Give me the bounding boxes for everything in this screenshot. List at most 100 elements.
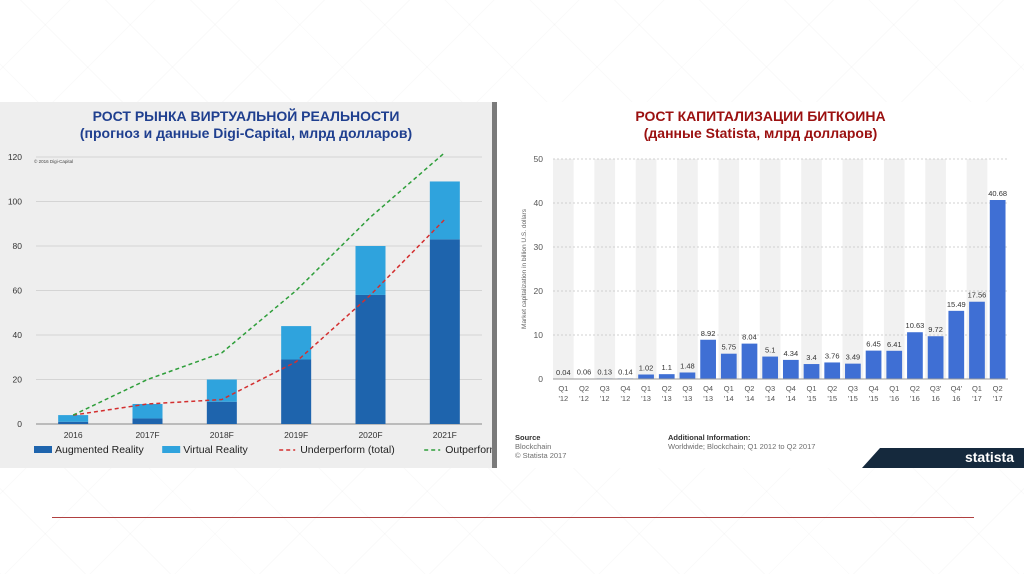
btc-column-band: [842, 159, 864, 379]
btc-data-label: 8.04: [742, 333, 757, 342]
btc-data-label: 4.34: [784, 349, 799, 358]
vr-bar: [429, 181, 460, 240]
btc-data-label: 40.68: [988, 189, 1007, 198]
btc-chart-title: РОСТ КАПИТАЛИЗАЦИИ БИТКОИНА: [635, 108, 886, 124]
btc-x-tick-label-year: '12: [579, 394, 589, 403]
btc-data-label: 17.56: [968, 291, 987, 300]
btc-data-label: 0.04: [556, 368, 571, 377]
btc-data-label: 1.02: [639, 364, 654, 373]
btc-bar: [803, 364, 820, 379]
source-head: Source: [515, 433, 541, 442]
btc-bar: [989, 200, 1006, 379]
btc-bar: [969, 301, 985, 379]
vr-bar: [281, 359, 312, 424]
btc-data-label: 3.76: [825, 351, 840, 360]
vr-y-tick-label: 40: [13, 330, 23, 340]
btc-data-label: 8.92: [701, 329, 716, 338]
vr-y-tick-label: 60: [13, 286, 23, 296]
btc-x-tick-label-year: '12: [558, 394, 568, 403]
btc-x-tick-label: Q3': [930, 384, 942, 393]
vr-bar: [132, 418, 163, 424]
btc-bar: [948, 310, 965, 379]
vr-bar: [58, 421, 89, 424]
btc-bar: [679, 372, 696, 379]
additional-info-head: Additional Information:: [668, 433, 751, 442]
vr-y-tick-label: 100: [8, 197, 22, 207]
btc-x-tick-label-year: '15: [848, 394, 858, 403]
vr-chart-svg: 0 20 40 60 80 100 120 © 2016 Digi-Capital 2016 20…: [8, 151, 492, 456]
btc-bar: [782, 359, 799, 379]
vr-legend-label: Augmented Reality: [55, 444, 144, 456]
btc-x-tick-label-year: '13: [662, 394, 672, 403]
btc-x-tick-label: Q1: [972, 384, 982, 393]
additional-info-line: Worldwide; Blockchain; Q1 2012 to Q2 201…: [668, 442, 816, 451]
vr-y-tick-label: 80: [13, 241, 23, 251]
btc-bar: [886, 350, 903, 379]
btc-x-tick-label: Q4: [703, 384, 713, 393]
btc-column-band: [718, 159, 740, 379]
source-line: © Statista 2017: [515, 451, 567, 460]
vr-series-line: [72, 151, 446, 416]
btc-x-tick-label-year: 16: [931, 394, 939, 403]
vr-x-tick-label: 2016: [64, 430, 83, 440]
vr-legend-swatch: [34, 446, 52, 453]
btc-x-tick-label: Q3: [848, 384, 858, 393]
btc-x-tick-label: Q2: [744, 384, 754, 393]
btc-y-axis-label: Market capitalization in billion U.S. do…: [521, 208, 528, 329]
btc-column-band: [553, 159, 574, 379]
btc-chart-svg: 0 10 20 30 40 50 Market capitalization in bill…: [521, 154, 1008, 403]
vr-copyright-note: © 2016 Digi-Capital: [34, 158, 73, 164]
vr-legend-label: Underperform (total): [300, 444, 395, 456]
vr-bar: [355, 294, 386, 424]
btc-data-label: 9.72: [928, 325, 943, 334]
btc-x-tick-label: Q3: [682, 384, 692, 393]
btc-x-tick-label-year: '15: [869, 394, 879, 403]
vr-y-tick-label: 120: [8, 152, 22, 162]
btc-chart-subtitle: (данные Statista, млрд долларов): [643, 125, 878, 141]
vr-series-line: [73, 218, 446, 416]
btc-data-label: 1.48: [680, 361, 695, 370]
vr-bar: [58, 415, 89, 422]
btc-x-tick-label: Q4: [869, 384, 879, 393]
btc-x-tick-label: Q3: [765, 384, 775, 393]
vr-x-tick-label: 2019F: [284, 430, 308, 440]
btc-y-tick-label: 40: [534, 198, 544, 208]
btc-column-band: [635, 159, 657, 379]
bitcoin-chart-panel: РОСТ КАПИТАЛИЗАЦИИ БИТКОИНА (данные Stat…: [497, 102, 1024, 468]
btc-bar: [907, 332, 923, 379]
btc-data-label: 6.45: [866, 340, 881, 349]
source-note: Source Blockchain © Statista 2017: [515, 433, 566, 460]
btc-column-band: [883, 159, 905, 379]
btc-x-tick-label: Q4: [786, 384, 796, 393]
vr-bar: [206, 379, 237, 402]
vr-chart-subtitle: (прогноз и данные Digi-Capital, млрд дол…: [79, 125, 413, 141]
btc-x-tick-label-year: '13: [703, 394, 713, 403]
statista-logo-text: statista: [964, 449, 1014, 465]
btc-x-tick-label: Q1: [889, 384, 899, 393]
btc-data-label: 0.06: [577, 368, 592, 377]
btc-x-tick-label-year: '14: [724, 394, 734, 403]
btc-bar: [720, 353, 737, 379]
additional-info: Additional Information: Worldwide; Block…: [668, 433, 815, 451]
btc-x-tick-label: Q4: [620, 384, 630, 393]
vr-x-tick-label: 2021F: [433, 430, 457, 440]
btc-bar: [865, 350, 882, 379]
vr-x-tick-label: 2017F: [135, 430, 159, 440]
btc-x-tick-label: Q2: [910, 384, 920, 393]
btc-x-tick-label-year: '12: [600, 394, 610, 403]
btc-x-tick-label-year: '17: [993, 394, 1003, 403]
btc-x-tick-label-year: '14: [745, 394, 755, 403]
btc-x-tick-label-year: '17: [972, 394, 982, 403]
btc-data-label: 3.49: [846, 353, 861, 362]
btc-column-band: [594, 159, 616, 379]
btc-bar: [845, 363, 861, 379]
vr-y-tick-label: 0: [17, 419, 22, 429]
btc-bar: [658, 374, 675, 379]
btc-bar: [638, 374, 654, 379]
vr-bar: [429, 239, 460, 424]
btc-x-tick-label: Q4': [951, 384, 963, 393]
vr-x-tick-label: 2020F: [358, 430, 382, 440]
btc-data-label: 3.4: [806, 353, 816, 362]
btc-x-tick-label-year: '14: [786, 394, 796, 403]
btc-y-tick-label: 20: [534, 286, 544, 296]
